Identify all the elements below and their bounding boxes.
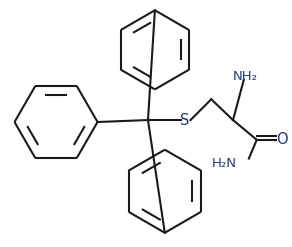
Text: NH₂: NH₂ xyxy=(232,70,257,82)
Text: S: S xyxy=(180,113,189,127)
Text: O: O xyxy=(276,132,287,147)
Text: H₂N: H₂N xyxy=(212,157,237,170)
